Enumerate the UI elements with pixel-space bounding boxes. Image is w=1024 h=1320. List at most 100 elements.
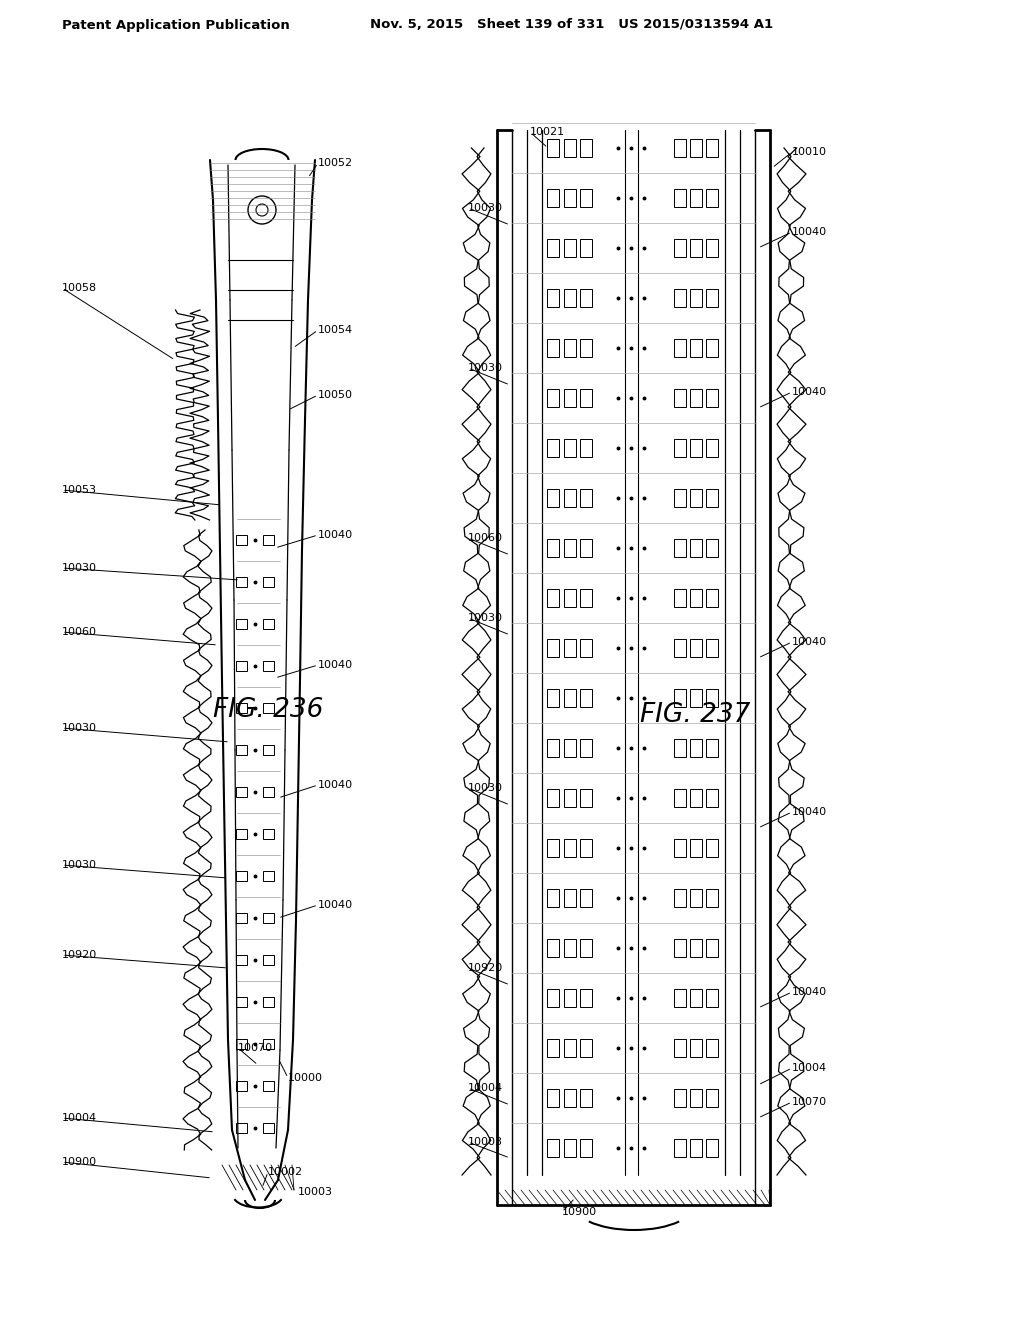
Bar: [690, 189, 702, 207]
Bar: [547, 739, 559, 756]
Bar: [706, 1039, 718, 1057]
Text: 10003: 10003: [298, 1187, 333, 1197]
Bar: [236, 704, 247, 713]
Bar: [263, 619, 274, 630]
Text: Patent Application Publication: Patent Application Publication: [62, 18, 290, 32]
Bar: [690, 888, 702, 907]
Text: FIG. 237: FIG. 237: [640, 702, 751, 729]
Bar: [690, 488, 702, 507]
Bar: [263, 913, 274, 923]
Bar: [690, 139, 702, 157]
Text: 10050: 10050: [318, 389, 353, 400]
Bar: [706, 1139, 718, 1158]
Bar: [674, 639, 686, 657]
Bar: [674, 539, 686, 557]
Bar: [547, 539, 559, 557]
Bar: [547, 888, 559, 907]
Bar: [236, 577, 247, 587]
Circle shape: [248, 195, 276, 224]
Bar: [547, 1039, 559, 1057]
Bar: [690, 289, 702, 308]
Bar: [547, 1139, 559, 1158]
Bar: [674, 1139, 686, 1158]
Bar: [690, 840, 702, 857]
Bar: [690, 639, 702, 657]
Text: 10040: 10040: [792, 807, 827, 817]
Text: 10030: 10030: [62, 564, 97, 573]
Bar: [706, 840, 718, 857]
Text: 10040: 10040: [792, 387, 827, 397]
Bar: [263, 871, 274, 880]
Bar: [674, 488, 686, 507]
Bar: [706, 539, 718, 557]
Bar: [547, 939, 559, 957]
Bar: [580, 289, 592, 308]
Bar: [547, 139, 559, 157]
Text: 10002: 10002: [268, 1167, 303, 1177]
Bar: [564, 589, 575, 607]
Bar: [263, 1123, 274, 1133]
Bar: [580, 989, 592, 1007]
Text: 10054: 10054: [318, 325, 353, 335]
Bar: [564, 1139, 575, 1158]
Bar: [706, 440, 718, 457]
Bar: [564, 789, 575, 807]
Bar: [674, 239, 686, 257]
Bar: [236, 619, 247, 630]
Bar: [564, 289, 575, 308]
Bar: [706, 488, 718, 507]
Bar: [580, 539, 592, 557]
Text: 10040: 10040: [318, 531, 353, 540]
Bar: [547, 389, 559, 407]
Bar: [580, 189, 592, 207]
Text: 10030: 10030: [62, 861, 97, 870]
Bar: [564, 739, 575, 756]
Text: 10030: 10030: [468, 783, 503, 793]
Bar: [564, 239, 575, 257]
Bar: [263, 787, 274, 797]
Bar: [690, 539, 702, 557]
Text: 10060: 10060: [468, 533, 503, 543]
Bar: [564, 389, 575, 407]
Bar: [690, 989, 702, 1007]
Text: 10030: 10030: [468, 612, 503, 623]
Bar: [564, 488, 575, 507]
Bar: [674, 440, 686, 457]
Bar: [690, 939, 702, 957]
Bar: [690, 339, 702, 356]
Bar: [580, 639, 592, 657]
Text: 10920: 10920: [62, 950, 97, 960]
Bar: [236, 997, 247, 1007]
Bar: [236, 1123, 247, 1133]
Bar: [674, 840, 686, 857]
Bar: [674, 888, 686, 907]
Bar: [674, 939, 686, 957]
Bar: [263, 535, 274, 545]
Bar: [263, 704, 274, 713]
Bar: [236, 954, 247, 965]
Bar: [236, 913, 247, 923]
Text: FIG. 236: FIG. 236: [213, 697, 324, 723]
Bar: [547, 840, 559, 857]
Bar: [564, 639, 575, 657]
Bar: [564, 1039, 575, 1057]
Bar: [706, 739, 718, 756]
Bar: [706, 888, 718, 907]
Bar: [674, 339, 686, 356]
Text: 10040: 10040: [792, 227, 827, 238]
Text: 10040: 10040: [792, 987, 827, 997]
Bar: [236, 744, 247, 755]
Bar: [564, 440, 575, 457]
Text: 10004: 10004: [468, 1082, 503, 1093]
Bar: [564, 689, 575, 708]
Bar: [564, 539, 575, 557]
Bar: [690, 440, 702, 457]
Bar: [706, 689, 718, 708]
Text: 10040: 10040: [318, 900, 353, 909]
Bar: [547, 289, 559, 308]
Bar: [580, 888, 592, 907]
Bar: [564, 189, 575, 207]
Bar: [580, 1139, 592, 1158]
Bar: [263, 744, 274, 755]
Bar: [706, 989, 718, 1007]
